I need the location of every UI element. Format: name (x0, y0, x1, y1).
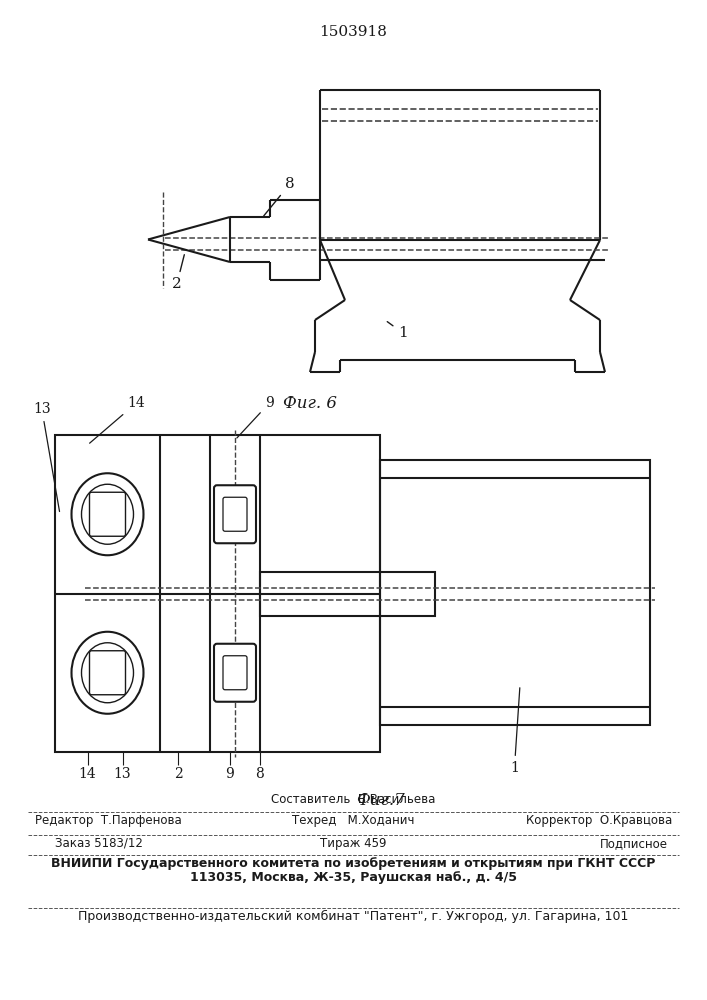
Text: 2: 2 (172, 255, 185, 291)
Text: Составитель  В.Васильева: Составитель В.Васильева (271, 793, 436, 806)
Text: Производственно-издательский комбинат "Патент", г. Ужгород, ул. Гагарина, 101: Производственно-издательский комбинат "П… (78, 910, 629, 923)
Text: 9: 9 (226, 767, 235, 781)
Text: 2: 2 (174, 767, 182, 781)
Ellipse shape (81, 643, 134, 703)
FancyBboxPatch shape (214, 644, 256, 702)
Text: 13: 13 (33, 402, 59, 512)
FancyBboxPatch shape (214, 485, 256, 543)
Text: Редактор  Т.Парфенова: Редактор Т.Парфенова (35, 814, 182, 827)
Bar (55, 435, 380, 752)
FancyBboxPatch shape (90, 651, 126, 695)
Text: 9: 9 (237, 396, 274, 438)
Text: Корректор  О.Кравцова: Корректор О.Кравцова (526, 814, 672, 827)
FancyBboxPatch shape (223, 656, 247, 690)
Text: Подписное: Подписное (600, 837, 668, 850)
Ellipse shape (71, 473, 144, 555)
Text: Фиг. 6: Фиг. 6 (283, 395, 337, 412)
Text: 14: 14 (78, 767, 96, 781)
Text: Техред   М.Ходанич: Техред М.Ходанич (292, 814, 414, 827)
Text: 1503918: 1503918 (319, 25, 387, 39)
Text: 13: 13 (114, 767, 132, 781)
Bar (380, 460, 650, 725)
Text: 8: 8 (256, 767, 264, 781)
Text: 1: 1 (510, 688, 520, 775)
Text: 1: 1 (387, 322, 408, 340)
Text: Заказ 5183/12: Заказ 5183/12 (55, 837, 143, 850)
FancyBboxPatch shape (90, 492, 126, 536)
Text: Тираж 459: Тираж 459 (320, 837, 386, 850)
Text: Фиг.7: Фиг.7 (356, 792, 404, 809)
Text: ВНИИПИ Государственного комитета по изобретениям и открытиям при ГКНТ СССР: ВНИИПИ Государственного комитета по изоб… (51, 857, 655, 870)
FancyBboxPatch shape (223, 497, 247, 531)
Bar (260, 572, 435, 615)
Ellipse shape (81, 484, 134, 544)
Text: 8: 8 (264, 177, 295, 216)
Text: 14: 14 (90, 396, 145, 443)
Text: 113035, Москва, Ж-35, Раушская наб., д. 4/5: 113035, Москва, Ж-35, Раушская наб., д. … (189, 871, 517, 884)
Ellipse shape (71, 632, 144, 714)
